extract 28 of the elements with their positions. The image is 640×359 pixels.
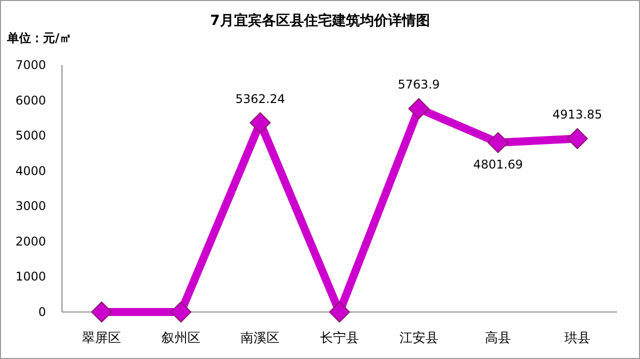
point (91, 302, 112, 322)
x-tick-label: 珙县 (564, 331, 590, 346)
point (250, 112, 271, 134)
y-tick-label: 5000 (15, 128, 46, 143)
point (329, 302, 350, 322)
x-tick-label: 高县 (485, 330, 512, 346)
point (566, 128, 588, 150)
point (170, 302, 192, 322)
point (488, 132, 509, 154)
y-tick-label: 1000 (15, 270, 46, 284)
x-tick-label: 江安县 (399, 330, 438, 346)
data-label: 5362.24 (235, 92, 286, 106)
x-tick-label: 南溪区 (240, 331, 280, 346)
y-axis-title: 单位：元/㎡ (6, 31, 72, 45)
x-tick-label: 翠屏区 (82, 331, 122, 346)
data-label: 5763.9 (398, 78, 440, 92)
x-tick-label: 长宁县 (320, 330, 359, 346)
data-label: 4801.69 (473, 158, 523, 172)
x-tick-label: 叙州区 (161, 331, 200, 346)
y-tick-label: 0 (38, 305, 46, 319)
chart-title: 7月宜宾各区县住宅建筑均价详情图 (210, 12, 430, 29)
point (408, 98, 430, 120)
y-tick-label: 7000 (15, 58, 46, 72)
data-label: 4913.85 (552, 108, 602, 122)
y-tick-label: 6000 (15, 93, 46, 108)
y-tick-label: 4000 (15, 164, 46, 178)
y-tick-label: 3000 (15, 199, 46, 214)
y-tick-label: 2000 (15, 234, 46, 248)
